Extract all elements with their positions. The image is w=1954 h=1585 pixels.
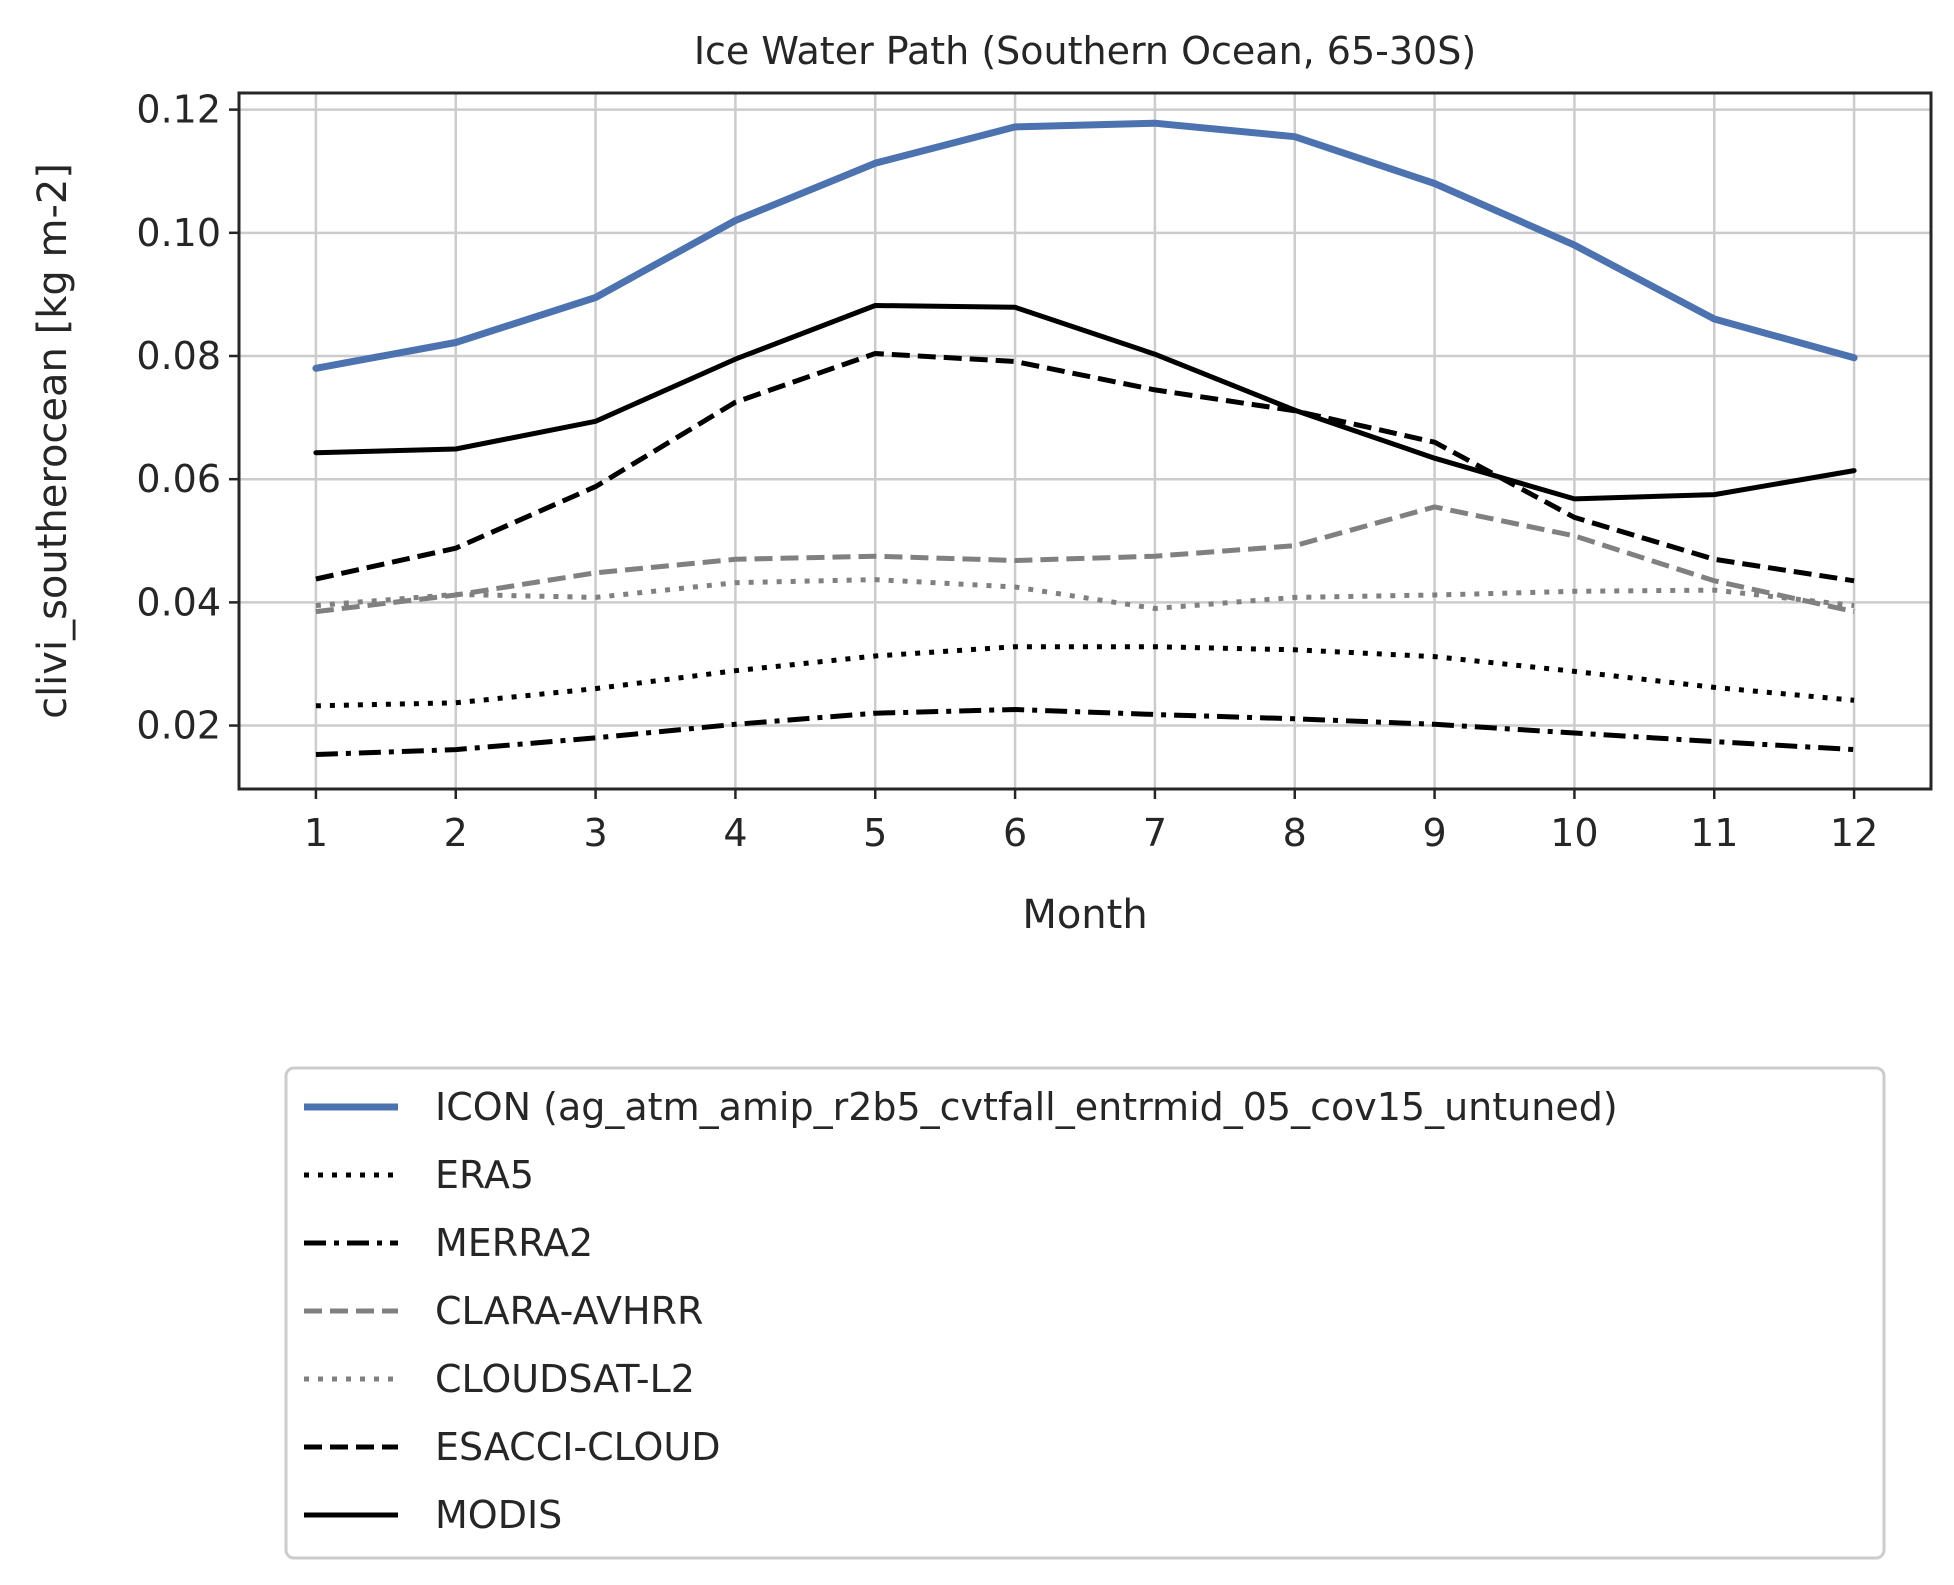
legend: ICON (ag_atm_amip_r2b5_cvtfall_entrmid_0… (284, 1066, 1886, 1560)
legend-label: MODIS (435, 1493, 562, 1537)
y-tick-label: 0.04 (136, 580, 221, 624)
y-tick-label: 0.12 (136, 88, 221, 132)
series-line-2 (315, 707, 1855, 757)
x-tick-label: 2 (444, 811, 468, 855)
legend-label: ERA5 (435, 1153, 534, 1197)
x-axis-label: Month (1022, 892, 1147, 938)
legend-label: CLARA-AVHRR (435, 1289, 703, 1333)
legend-box (284, 1066, 1886, 1560)
y-tick-label: 0.08 (136, 334, 221, 378)
y-ticks: 0.02 0.04 0.06 0.08 0.10 0.12 (136, 88, 239, 748)
y-tick-label: 0.06 (136, 457, 221, 501)
x-tick-label: 7 (1143, 811, 1167, 855)
series-line-6 (313, 303, 1857, 502)
x-tick-label: 1 (304, 811, 328, 855)
legend-label: ICON (ag_atm_amip_r2b5_cvtfall_entrmid_0… (435, 1085, 1618, 1129)
legend-label: CLOUDSAT-L2 (435, 1357, 695, 1401)
x-tick-label: 12 (1830, 811, 1878, 855)
x-tick-label: 10 (1550, 811, 1598, 855)
series-lines (312, 119, 1858, 757)
x-ticks: 1 2 3 4 5 6 7 8 9 10 11 12 (304, 789, 1878, 855)
x-tick-label: 4 (723, 811, 747, 855)
x-tick-label: 11 (1690, 811, 1738, 855)
legend-label: MERRA2 (435, 1221, 593, 1265)
series-line-5 (315, 351, 1855, 584)
x-tick-label: 5 (863, 811, 887, 855)
y-tick-label: 0.02 (136, 704, 221, 748)
legend-label: ESACCI-CLOUD (435, 1425, 720, 1469)
x-tick-label: 6 (1003, 811, 1027, 855)
x-tick-label: 3 (583, 811, 607, 855)
y-tick-label: 0.10 (136, 211, 221, 255)
y-axis-label: clivi_southerocean [kg m-2] (30, 163, 76, 719)
x-tick-label: 9 (1422, 811, 1446, 855)
series-line-0 (312, 119, 1858, 372)
series-line-1 (315, 644, 1855, 709)
grid (239, 93, 1931, 789)
chart-title: Ice Water Path (Southern Ocean, 65-30S) (694, 29, 1476, 73)
x-tick-label: 8 (1283, 811, 1307, 855)
series-line-4 (315, 577, 1855, 611)
plot-frame (237, 91, 1933, 791)
